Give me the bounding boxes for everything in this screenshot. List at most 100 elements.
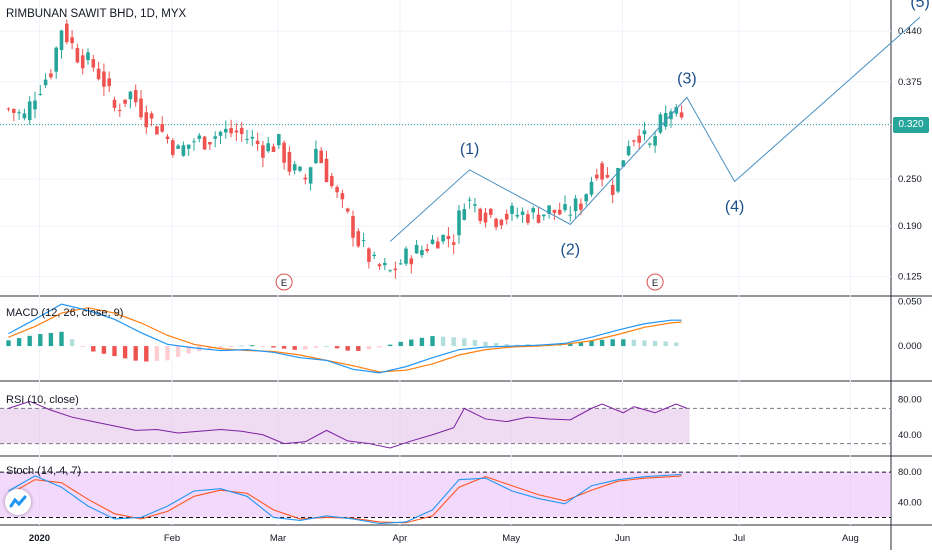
candle-body — [197, 135, 202, 139]
candle-body — [229, 128, 233, 134]
candle-body — [239, 127, 244, 135]
candle-body — [292, 164, 297, 171]
macd-histogram-bar — [557, 344, 562, 347]
rsi-title: RSI (10, close) — [6, 394, 79, 406]
candle — [149, 111, 154, 127]
time-axis-tick: Aug — [842, 533, 859, 544]
candle-body — [451, 242, 456, 245]
candle-body — [213, 136, 217, 139]
candle — [261, 140, 265, 168]
candle — [563, 195, 567, 213]
macd-histogram-bar — [48, 332, 54, 347]
time-axis-tick: Jun — [615, 533, 630, 544]
candle-body — [420, 250, 424, 256]
stoch-k-line — [8, 473, 682, 525]
macd-histogram-bar — [303, 346, 308, 350]
candle — [224, 120, 228, 139]
candle — [446, 227, 451, 248]
time-axis-tick: Jul — [733, 533, 745, 544]
candle — [393, 261, 398, 279]
stoch-axis-tick: 40.00 — [898, 497, 922, 508]
candle — [335, 184, 339, 199]
candle — [165, 133, 170, 144]
candle-body — [43, 79, 48, 86]
candle — [653, 130, 657, 153]
candle-body — [425, 249, 429, 251]
candle-body — [65, 23, 69, 43]
candle-body — [642, 130, 647, 135]
macd-histogram-bar — [313, 346, 319, 348]
macd-histogram-bar — [260, 346, 266, 348]
candle — [356, 228, 361, 248]
candle — [404, 246, 408, 266]
earnings-marker — [275, 273, 293, 291]
candle — [462, 203, 467, 221]
macd-histogram-bar — [271, 346, 276, 348]
candle-body — [102, 71, 106, 87]
candle — [504, 209, 509, 225]
tradingview-logo-button[interactable] — [5, 489, 31, 515]
candle-body — [255, 140, 260, 145]
earnings-marker — [646, 273, 664, 291]
macd-histogram-bar — [377, 346, 382, 348]
candle-body — [112, 99, 117, 108]
rsi-axis-tick: 40.00 — [898, 430, 922, 441]
time-axis-tick: Apr — [393, 533, 408, 544]
candle-body — [22, 113, 27, 119]
candle-body — [218, 131, 223, 136]
candle — [324, 150, 329, 183]
macd-histogram-bar — [239, 345, 244, 347]
candle-body — [510, 205, 514, 214]
candle-body — [319, 150, 323, 164]
macd-histogram-bar — [387, 344, 393, 347]
candle — [181, 141, 186, 157]
candle-body — [648, 143, 652, 145]
macd-histogram-bar — [409, 339, 414, 347]
candle — [483, 207, 488, 228]
macd-histogram-bar — [345, 346, 350, 351]
candle — [213, 131, 217, 148]
stoch-title: Stoch (14, 4, 7) — [6, 465, 82, 477]
candle — [610, 178, 615, 204]
candle — [632, 139, 636, 147]
macd-histogram-bar — [207, 346, 213, 351]
candle — [271, 143, 276, 153]
candle-body — [542, 214, 546, 217]
macd-histogram-bar — [80, 346, 85, 348]
candle-body — [356, 231, 361, 247]
macd-histogram-bar — [154, 346, 160, 361]
candle-body — [626, 146, 631, 156]
time-axis-tick: May — [502, 533, 520, 544]
candle-body — [314, 148, 318, 164]
candle-body — [202, 136, 207, 150]
candle-body — [515, 214, 520, 217]
candle — [176, 144, 180, 149]
macd-histogram-bar — [642, 340, 647, 347]
candle-body — [335, 187, 339, 193]
candle-body — [38, 93, 43, 95]
macd-histogram-bar — [175, 346, 181, 357]
candle — [239, 121, 244, 142]
macd-histogram-bar — [186, 346, 191, 354]
candle — [658, 112, 663, 135]
candle — [319, 146, 323, 164]
candle-body — [59, 30, 64, 51]
earnings-marker-label: E — [652, 278, 658, 289]
macd-histogram-bar — [674, 342, 679, 347]
candle-body — [12, 108, 16, 113]
candle — [91, 54, 96, 72]
candle — [218, 130, 223, 145]
candle-body — [573, 198, 578, 212]
candle — [287, 146, 292, 176]
macd-histogram-bar — [281, 346, 287, 349]
candle-body — [520, 211, 525, 215]
candle — [208, 141, 212, 151]
candle-body — [441, 234, 445, 242]
macd-histogram-bar — [398, 341, 403, 347]
stoch-axis-tick: 80.00 — [898, 467, 922, 478]
price-axis-tick: 0.190 — [898, 221, 922, 232]
candle-body — [186, 144, 191, 149]
candle-body — [674, 107, 679, 114]
